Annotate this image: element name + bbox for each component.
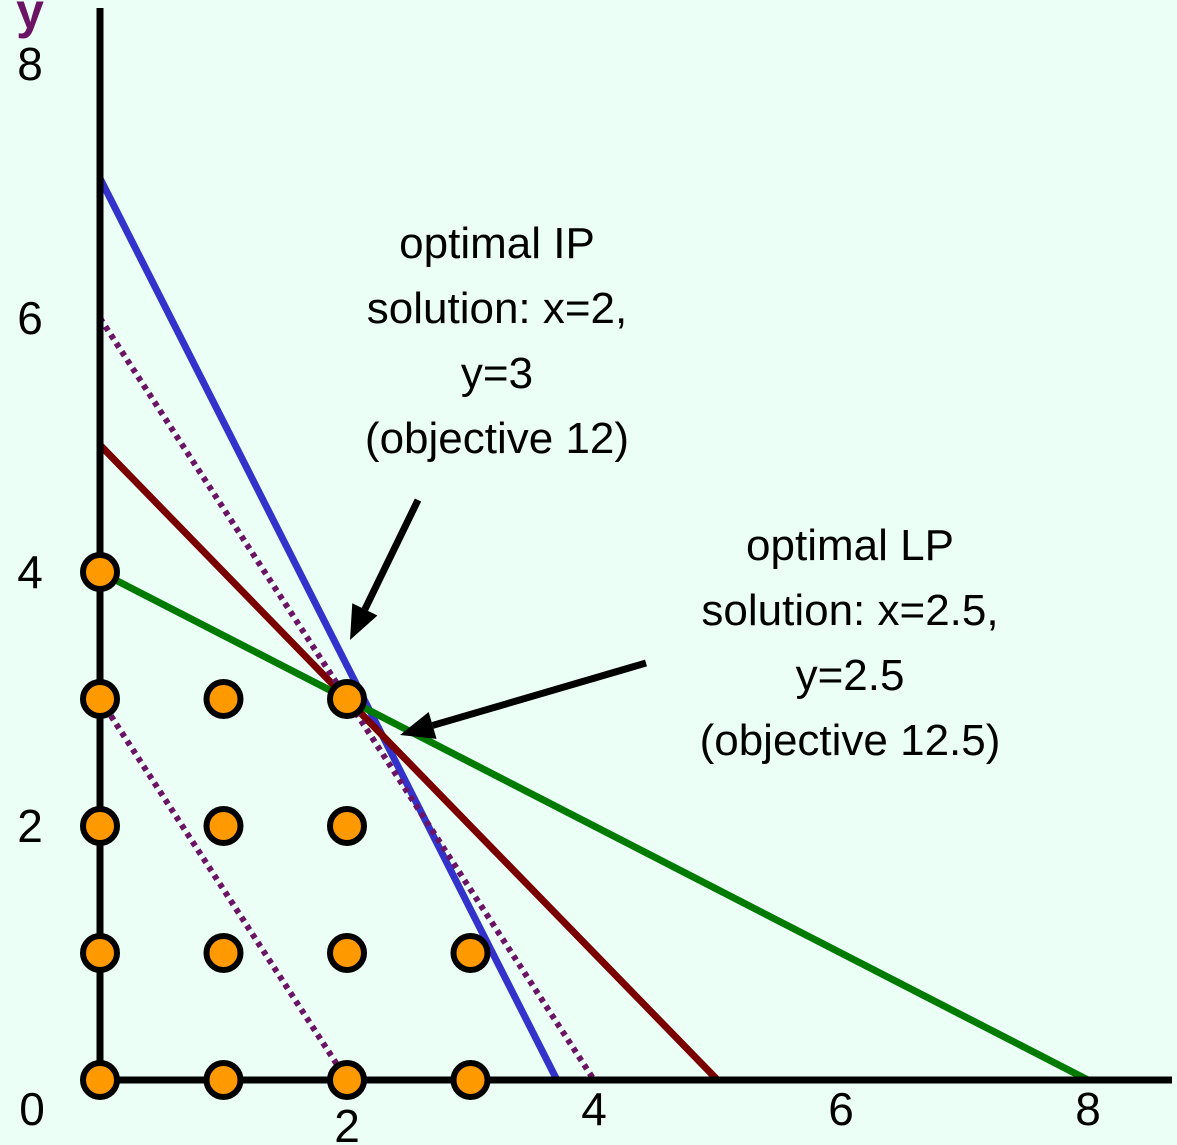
- constraint-green-line: [98, 568, 1090, 1084]
- ip-annotation: optimal IP solution: x=2, y=3 (objective 12…: [350, 219, 629, 640]
- integer-point: [80, 933, 120, 973]
- integer-point: [80, 679, 120, 719]
- y-tick-label-4: 4: [17, 546, 43, 598]
- lp-annotation: optimal LP solution: x=2.5, y=2.5 (objectiv…: [400, 521, 1000, 765]
- constraint-blue-line: [96, 176, 561, 1082]
- objective-low-line: [97, 697, 350, 1082]
- lp-annotation-line-3: y=2.5: [796, 651, 905, 700]
- ip-annotation-line-3: y=3: [461, 349, 533, 398]
- x-tick-label-0: 0: [19, 1083, 45, 1135]
- y-tick-label-8: 8: [17, 38, 43, 90]
- integer-point: [203, 806, 244, 846]
- integer-point: [80, 552, 120, 592]
- y-tick-label-2: 2: [17, 800, 43, 852]
- x-tick-label-8: 8: [1075, 1083, 1101, 1135]
- integer-point: [203, 933, 244, 973]
- lp-annotation-line-2: solution: x=2.5,: [701, 586, 998, 635]
- ip-annotation-line-4: (objective 12): [365, 414, 629, 463]
- integer-point: [327, 933, 367, 973]
- x-tick-label-2: 2: [334, 1100, 360, 1145]
- y-axis-title: y: [16, 0, 44, 39]
- tick-labels: 0 2 4 6 8 2 4 6 8: [17, 38, 1101, 1145]
- integer-points: [80, 552, 491, 1100]
- constraint-red-line: [97, 442, 721, 1083]
- integer-point: [203, 1060, 244, 1100]
- integer-point: [327, 806, 367, 846]
- integer-point: [450, 1060, 491, 1100]
- integer-point: [327, 1060, 367, 1100]
- integer-point: [450, 933, 491, 973]
- ip-annotation-arrow-shaft: [361, 498, 422, 611]
- ip-annotation-arrow-head: [350, 603, 378, 640]
- integer-point: [80, 806, 120, 846]
- integer-point: [80, 1060, 120, 1100]
- x-tick-label-4: 4: [581, 1083, 607, 1135]
- lp-annotation-line-4: (objective 12.5): [700, 716, 1001, 765]
- ip-annotation-line-1: optimal IP: [399, 219, 595, 268]
- lp-annotation-arrow-head: [400, 712, 437, 739]
- annotations: optimal IP solution: x=2, y=3 (objective 12…: [350, 219, 1000, 765]
- ip-annotation-line-2: solution: x=2,: [367, 284, 628, 333]
- x-tick-label-6: 6: [828, 1083, 854, 1135]
- y-tick-label-6: 6: [17, 292, 43, 344]
- lp-annotation-arrow-shaft: [431, 659, 647, 729]
- axes: y: [16, 0, 1172, 1084]
- lp-annotation-line-1: optimal LP: [746, 521, 954, 570]
- integer-point: [327, 679, 367, 719]
- integer-point: [203, 679, 244, 719]
